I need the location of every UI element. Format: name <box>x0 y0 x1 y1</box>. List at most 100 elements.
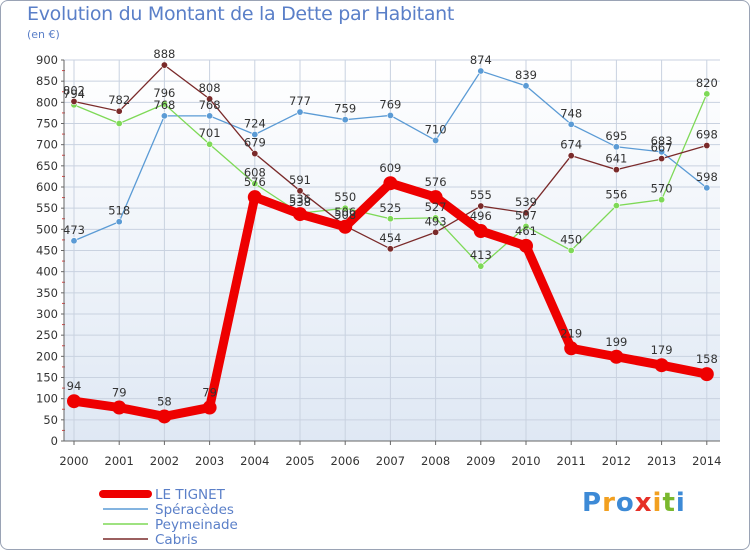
x-tick-label: 2005 <box>285 454 314 468</box>
data-label: 518 <box>108 204 130 218</box>
logo-letter: i <box>675 488 686 518</box>
data-point <box>247 190 262 205</box>
data-label: 94 <box>67 379 82 393</box>
data-label: 79 <box>112 386 127 400</box>
data-point <box>383 176 398 191</box>
y-tick-label: 800 <box>36 95 58 109</box>
data-point <box>115 120 123 128</box>
data-label: 525 <box>379 201 401 215</box>
y-tick-label: 900 <box>36 53 58 67</box>
data-point <box>612 143 620 151</box>
legend-label: LE TIGNET <box>155 487 226 503</box>
data-label: 538 <box>289 195 311 209</box>
data-label: 536 <box>289 192 311 206</box>
data-point <box>432 214 440 222</box>
logo-letter: i <box>652 488 663 518</box>
data-label: 808 <box>199 81 221 95</box>
x-tick-label: 2010 <box>511 454 540 468</box>
x-tick-label: 2001 <box>105 454 134 468</box>
proxiti-logo: Proxiti <box>582 488 686 518</box>
data-label: 158 <box>696 352 718 366</box>
logo-letter: x <box>634 488 653 518</box>
data-label: 473 <box>63 223 85 237</box>
x-tick-label: 2004 <box>240 454 269 468</box>
data-label: 539 <box>515 195 537 209</box>
y-tick-label: 250 <box>36 328 58 342</box>
data-label: 508 <box>334 208 356 222</box>
data-label: 796 <box>153 86 175 100</box>
data-point <box>703 142 711 150</box>
x-tick-label: 2008 <box>421 454 450 468</box>
data-point <box>612 166 620 174</box>
data-label: 839 <box>515 68 537 82</box>
legend-label: Peymeinade <box>155 517 238 533</box>
x-tick-label: 2014 <box>692 454 721 468</box>
y-tick-label: 350 <box>36 286 58 300</box>
x-tick-label: 2012 <box>602 454 631 468</box>
data-label: 683 <box>651 134 673 148</box>
data-label: 748 <box>560 106 582 120</box>
y-tick-label: 150 <box>36 371 58 385</box>
y-tick-label: 300 <box>36 307 58 321</box>
logo-letter: t <box>662 488 676 518</box>
data-point <box>67 394 81 409</box>
data-point <box>338 219 353 234</box>
data-label: 570 <box>651 182 673 196</box>
y-tick-label: 650 <box>36 159 58 173</box>
chart-unit: (en €) <box>27 28 60 41</box>
data-point <box>70 237 78 245</box>
data-point <box>522 222 530 230</box>
data-point <box>386 111 394 119</box>
data-point <box>477 67 485 75</box>
y-tick-label: 200 <box>36 349 58 363</box>
legend-label: Spéracèdes <box>155 502 234 518</box>
data-label: 759 <box>334 102 356 116</box>
legend-label: Cabris <box>155 532 198 548</box>
data-point <box>477 262 485 270</box>
data-label: 794 <box>63 87 85 101</box>
data-label: 679 <box>244 136 266 150</box>
data-label: 768 <box>199 98 221 112</box>
data-point <box>206 95 214 103</box>
data-point <box>206 140 214 148</box>
data-point <box>703 90 711 98</box>
x-tick-label: 2002 <box>150 454 179 468</box>
data-label: 710 <box>425 122 447 136</box>
x-tick-label: 2003 <box>195 454 224 468</box>
logo-letter: o <box>615 488 635 518</box>
axes: 0 50 100 150 200 250 300 350 400 450 500 550 600 650 7… <box>36 53 721 468</box>
data-point <box>157 409 172 424</box>
data-point <box>522 82 530 90</box>
data-point <box>567 120 575 128</box>
data-point <box>70 97 78 105</box>
data-point <box>428 190 443 205</box>
y-tick-label: 400 <box>36 265 58 279</box>
data-label: 576 <box>244 175 266 189</box>
data-point <box>567 247 575 255</box>
data-label: 608 <box>244 166 266 180</box>
y-tick-label: 700 <box>36 138 58 152</box>
data-label: 493 <box>425 214 447 228</box>
data-point <box>699 367 714 382</box>
data-label: 820 <box>696 76 718 90</box>
data-point <box>386 245 394 253</box>
data-label: 777 <box>289 94 311 108</box>
y-tick-label: 500 <box>36 222 58 236</box>
data-point <box>612 202 620 210</box>
data-point <box>251 131 259 139</box>
data-point <box>296 187 304 195</box>
chart-title: Evolution du Montant de la Dette par Hab… <box>27 3 455 25</box>
data-label: 461 <box>515 224 537 238</box>
data-label: 598 <box>696 170 718 184</box>
data-point <box>160 100 168 108</box>
data-label: 555 <box>470 188 492 202</box>
data-label: 527 <box>425 200 447 214</box>
data-label: 454 <box>379 231 401 245</box>
data-label: 724 <box>244 117 266 131</box>
data-point <box>160 112 168 120</box>
data-label: 695 <box>605 129 627 143</box>
y-tick-label: 750 <box>36 117 58 131</box>
x-tick-label: 2007 <box>376 454 405 468</box>
data-label: 769 <box>379 97 401 111</box>
